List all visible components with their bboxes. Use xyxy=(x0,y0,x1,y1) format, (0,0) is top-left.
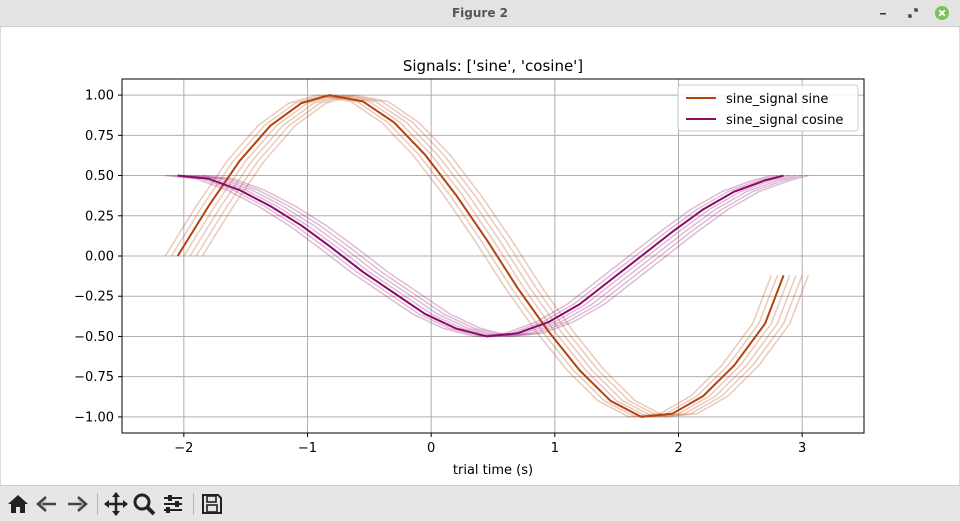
title-bar[interactable]: Figure 2 xyxy=(0,0,960,27)
floppy-disk-icon xyxy=(202,494,222,514)
trial-line xyxy=(202,174,809,338)
back-button[interactable] xyxy=(34,491,60,517)
move-icon xyxy=(104,492,128,516)
forward-button[interactable] xyxy=(64,491,90,517)
trial-line xyxy=(189,174,797,338)
magnifier-icon xyxy=(133,493,156,516)
minimize-button[interactable] xyxy=(875,5,891,21)
trial-line xyxy=(196,174,803,338)
grid xyxy=(122,79,864,433)
trial-lines xyxy=(164,94,810,418)
trial-line xyxy=(170,94,779,418)
y-tick-label: 0.25 xyxy=(85,209,114,224)
back-arrow-icon xyxy=(36,496,56,512)
y-ticks: 1.00 0.75 0.50 0.25 0.00 −0.25 −0.50 −0.75 −1.00 xyxy=(74,89,122,425)
sliders-icon xyxy=(164,495,182,513)
zoom-button[interactable] xyxy=(131,491,157,517)
home-button[interactable] xyxy=(5,491,31,517)
forward-arrow-icon xyxy=(68,496,88,512)
legend-box xyxy=(677,84,859,132)
trial-line xyxy=(201,94,810,418)
chart: −2 −1 0 1 2 3 1.00 0.75 0.50 0.25 0.00 −0.25 −0.50 −… xyxy=(74,57,865,478)
x-ticks: −2 −1 0 1 2 3 xyxy=(174,433,806,456)
window-title: Figure 2 xyxy=(451,6,509,20)
x-tick-label: 0 xyxy=(427,441,435,456)
maximize-button[interactable] xyxy=(905,5,921,21)
y-tick-label: −1.00 xyxy=(74,410,114,425)
trial-line xyxy=(183,94,791,418)
pan-button[interactable] xyxy=(103,491,129,517)
figure-canvas[interactable]: −2 −1 0 1 2 3 1.00 0.75 0.50 0.25 0.00 −0.25 −0.50 −… xyxy=(0,27,960,485)
minimize-icon xyxy=(880,13,886,15)
navigation-toolbar xyxy=(0,485,960,521)
x-axis-label: trial time (s) xyxy=(453,463,533,478)
close-button[interactable] xyxy=(934,5,950,21)
trial-line xyxy=(195,94,803,418)
y-tick-label: −0.50 xyxy=(74,330,114,345)
series-line xyxy=(176,94,785,418)
maximize-icon xyxy=(908,8,918,18)
mean-lines xyxy=(176,94,785,418)
y-tick-label: 0.00 xyxy=(85,250,114,265)
x-tick-label: −2 xyxy=(174,441,193,456)
trial-line xyxy=(171,174,778,338)
x-tick-label: 3 xyxy=(798,441,806,456)
trial-line xyxy=(165,174,772,338)
y-tick-label: 0.50 xyxy=(85,169,114,184)
configure-subplots-button[interactable] xyxy=(160,491,186,517)
toolbar-separator xyxy=(97,493,98,515)
x-tick-label: 2 xyxy=(674,441,682,456)
save-button[interactable] xyxy=(199,491,225,517)
home-icon xyxy=(8,495,28,513)
legend: sine_signal sine sine_signal cosine xyxy=(677,84,859,132)
series-line xyxy=(177,174,784,338)
close-icon xyxy=(935,6,949,20)
x-tick-label: 1 xyxy=(551,441,559,456)
y-tick-label: −0.75 xyxy=(74,370,114,385)
y-tick-label: 0.75 xyxy=(85,129,114,144)
legend-label-cosine: sine_signal cosine xyxy=(726,113,843,128)
toolbar-separator xyxy=(193,493,194,515)
x-tick-label: −1 xyxy=(298,441,317,456)
trial-line xyxy=(189,94,797,418)
y-tick-label: 1.00 xyxy=(85,89,114,104)
chart-title: Signals: ['sine', 'cosine'] xyxy=(403,57,583,75)
legend-label-sine: sine_signal sine xyxy=(726,92,828,107)
y-tick-label: −0.25 xyxy=(74,290,114,305)
trial-line xyxy=(164,94,772,418)
